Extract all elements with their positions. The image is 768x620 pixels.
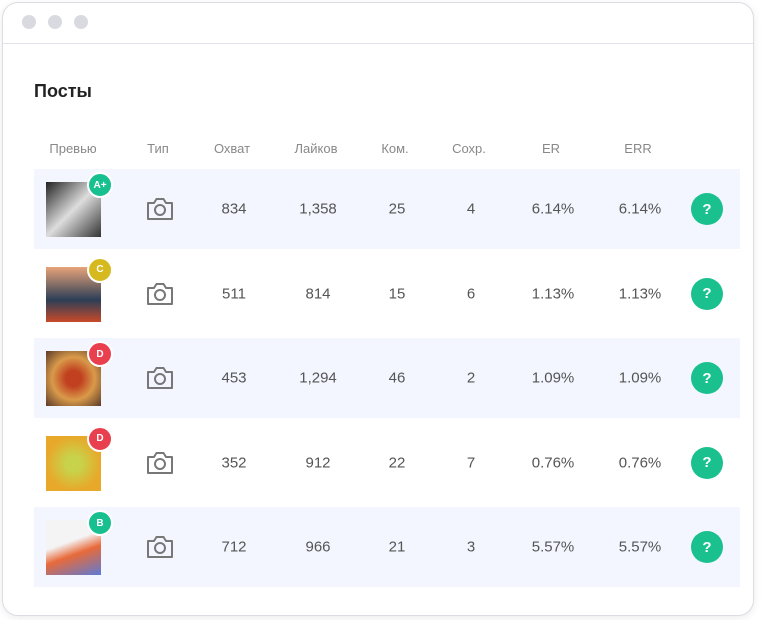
cell-saves: 3 [466, 538, 476, 556]
column-header: Превью [49, 141, 97, 156]
grade-badge: C [87, 256, 113, 283]
help-button[interactable]: ? [691, 362, 723, 394]
grade-badge: A+ [87, 172, 113, 198]
cell-reach: 834 [221, 200, 247, 218]
cell-err: 1.13% [618, 285, 662, 302]
post-type-icon [145, 365, 175, 396]
help-button[interactable]: ? [691, 193, 723, 225]
cell-err: 1.09% [618, 369, 662, 387]
cell-reach: 511 [222, 285, 246, 302]
cell-likes: 1,358 [299, 200, 337, 218]
window: Посты Превью Тип Охват Лайков Ком. Сохр. ER ERR… [2, 2, 754, 616]
cell-reach: 712 [221, 538, 247, 556]
post-type-icon [145, 534, 175, 565]
cell-saves: 6 [466, 285, 476, 302]
help-button[interactable]: ? [691, 277, 723, 310]
table-row: C 511 814 15 6 1.13% 1.13%? [34, 254, 740, 334]
cell-er: 5.57% [531, 538, 575, 556]
table-row: B 712 966 21 3 5.57% 5.57%? [34, 507, 740, 587]
table-row: A+ 834 1,358 25 4 6.14% 6.14%? [34, 169, 740, 249]
column-header: ERR [624, 141, 652, 156]
table-row: D 453 1,294 46 2 1.09% 1.09%? [34, 338, 740, 418]
window-dot [74, 15, 88, 29]
cell-comments: 21 [388, 538, 406, 556]
cell-err: 5.57% [618, 538, 662, 556]
cell-comments: 15 [388, 285, 406, 302]
cell-er: 1.09% [531, 369, 575, 387]
table-row: D 352 912 22 7 0.76% 0.76%? [34, 423, 740, 503]
cell-saves: 7 [466, 454, 476, 471]
grade-badge: D [87, 425, 113, 452]
title: Посты [34, 81, 92, 101]
column-header: Тип [147, 141, 169, 156]
grade-badge: B [87, 510, 113, 536]
window-bar [3, 3, 753, 44]
cell-er: 0.76% [531, 454, 575, 471]
column-header: ER [541, 141, 561, 156]
cell-reach: 453 [221, 369, 247, 387]
column-header: Охват [213, 141, 251, 156]
cell-comments: 46 [388, 369, 406, 387]
window-dot [22, 15, 36, 29]
cell-err: 0.76% [618, 454, 662, 471]
cell-er: 6.14% [531, 200, 575, 218]
cell-comments: 25 [388, 200, 406, 218]
help-button[interactable]: ? [691, 446, 723, 479]
cell-er: 1.13% [531, 285, 575, 302]
cell-likes: 912 [305, 454, 331, 471]
cell-likes: 814 [305, 285, 331, 302]
cell-likes: 1,294 [299, 369, 337, 387]
grade-badge: D [87, 341, 113, 367]
cell-err: 6.14% [618, 200, 662, 218]
column-header: Лайков [294, 141, 338, 156]
post-type-icon [145, 281, 175, 312]
cell-comments: 22 [388, 454, 406, 471]
column-header: Сохр. [452, 141, 486, 156]
cell-reach: 352 [221, 454, 247, 471]
cell-likes: 966 [305, 538, 331, 556]
cell-saves: 2 [466, 369, 476, 387]
window-dot [48, 15, 62, 29]
help-button[interactable]: ? [691, 531, 723, 563]
column-header: Ком. [381, 141, 409, 156]
post-type-icon [145, 196, 175, 227]
post-type-icon [145, 450, 175, 481]
cell-saves: 4 [466, 200, 476, 218]
